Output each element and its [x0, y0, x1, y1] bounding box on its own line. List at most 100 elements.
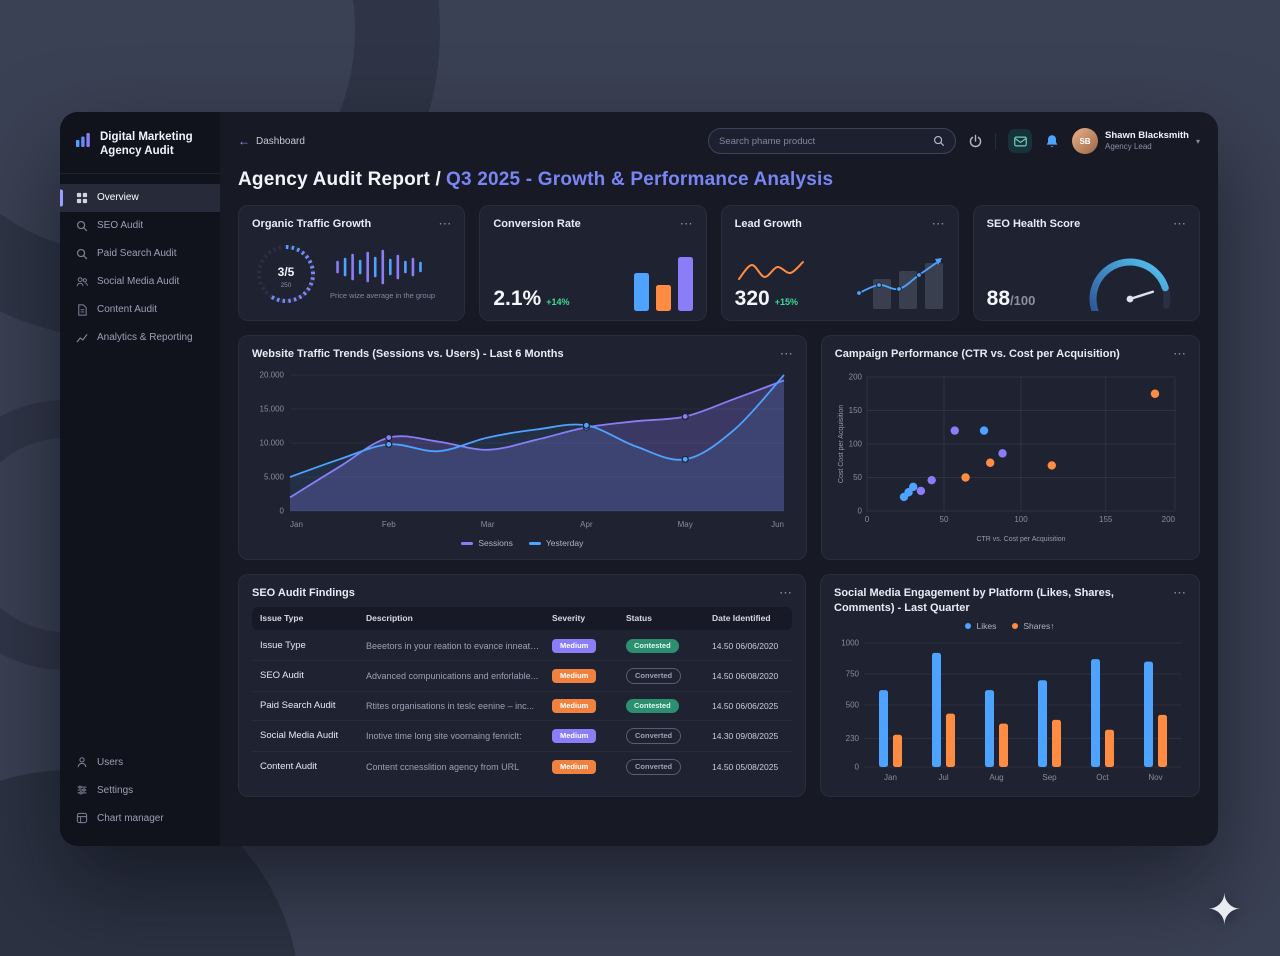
sidebar-footer-nav: Users Settings Chart manager	[60, 748, 220, 832]
status-badge: Converted	[626, 727, 682, 744]
svg-text:Mar: Mar	[481, 520, 495, 529]
panel-title: Website Traffic Trends (Sessions vs. Use…	[252, 348, 564, 360]
bell-icon[interactable]	[1044, 133, 1060, 150]
power-icon[interactable]	[968, 134, 983, 149]
top-bar: ← Dashboard	[238, 125, 1200, 157]
table-row[interactable]: Social Media Audit Inotive time long site…	[252, 721, 792, 752]
svg-text:0: 0	[865, 515, 870, 524]
table-row[interactable]: Paid Search Audit Rtites organisations in…	[252, 692, 792, 721]
top-bar-actions: SB Shawn Blacksmith Agency Lead ▾	[708, 128, 1200, 154]
svg-text:100: 100	[1014, 515, 1028, 524]
seo-health-gauge	[1074, 241, 1186, 312]
sidebar-item-chart-manager[interactable]: Chart manager	[60, 804, 220, 832]
column-header-issue-type[interactable]: Issue Type	[260, 613, 304, 624]
kpi-value-row: 2.1% +14%	[493, 287, 569, 311]
svg-text:0: 0	[280, 507, 285, 516]
column-header-date-identified[interactable]: Date Identified	[712, 613, 771, 624]
cell-status: Converted	[626, 758, 712, 775]
cell-severity: Medium	[552, 668, 626, 683]
cell-issue-type: SEO Audit	[260, 670, 304, 682]
table-row[interactable]: Content Audit Content ccnesslition agency…	[252, 752, 792, 782]
chevron-down-icon[interactable]: ▾	[1195, 136, 1200, 146]
kpi-left: 320 +15%	[735, 257, 807, 311]
kpi-title: SEO Health Score	[986, 218, 1081, 230]
cell-issue-type: Content Audit	[260, 761, 318, 773]
sidebar-item-users[interactable]: Users	[60, 748, 220, 776]
kpi-value-row: 320 +15%	[735, 287, 807, 311]
user-menu[interactable]: SB Shawn Blacksmith Agency Lead ▾	[1072, 128, 1200, 154]
sidebar-item-content-audit[interactable]: Content Audit	[60, 296, 220, 324]
campaign-performance-card: Campaign Performance (CTR vs. Cost per A…	[820, 335, 1200, 561]
column-header-severity[interactable]: Severity	[552, 613, 586, 624]
kpi-title: Organic Traffic Growth	[252, 218, 372, 230]
sidebar-item-seo-audit[interactable]: SEO Audit	[60, 212, 220, 240]
kpi-body: 3/5 250 Price wize average in the group	[252, 237, 451, 311]
legend-item-likes[interactable]: Likes	[965, 621, 996, 631]
mail-icon[interactable]	[1008, 129, 1033, 153]
column-header-status[interactable]: Status	[626, 613, 652, 624]
lead-combo-chart	[817, 247, 945, 311]
kpi-delta: +14%	[546, 297, 570, 308]
cell-description: Advanced compunications and enforlable..…	[366, 670, 539, 681]
legend-label: Shares↑	[1023, 620, 1055, 631]
more-icon[interactable]: ⋯	[1173, 585, 1186, 601]
sidebar: Digital Marketing Agency Audit Overview S…	[60, 112, 220, 846]
cell-description: Content ccnesslition agency from URL	[366, 761, 520, 772]
traffic-sparkline	[330, 247, 435, 287]
sidebar-item-overview[interactable]: Overview	[60, 183, 220, 212]
more-icon[interactable]: ⋯	[679, 216, 693, 231]
campaign_performance-svg: 0 50 100 155 200 0 50 100 150 200 CTR vs. Cost per…	[838, 373, 1176, 544]
card-header: Campaign Performance (CTR vs. Cost per A…	[835, 347, 1186, 361]
more-icon[interactable]: ⋯	[779, 346, 793, 361]
traffic-legend: Sessions Yesterday	[252, 538, 793, 548]
more-icon[interactable]: ⋯	[779, 585, 792, 601]
table-row[interactable]: Issue Type Beeetors in your reation to ev…	[252, 632, 792, 661]
legend-label: Yesterday	[545, 538, 584, 549]
sparkle-icon: ✦	[1206, 886, 1242, 933]
box-icon	[76, 812, 88, 824]
kpi-card-conversion-rate: Conversion Rate ⋯ 2.1% +14%	[479, 205, 707, 321]
sidebar-item-analytics-reporting[interactable]: Analytics & Reporting	[60, 324, 220, 352]
svg-text:50: 50	[853, 473, 862, 482]
sidebar-item-paid-search-audit[interactable]: Paid Search Audit	[60, 240, 220, 268]
settings-icon	[76, 784, 88, 796]
table-row[interactable]: SEO Audit Advanced compunications and enf…	[252, 661, 792, 692]
seo-findings-card: SEO Audit Findings ⋯ Issue Type Descripti…	[238, 574, 806, 797]
card-header: Social Media Engagement by Platform (Lik…	[834, 586, 1186, 615]
breadcrumb[interactable]: ← Dashboard	[238, 134, 305, 148]
kpi-body: 2.1% +14%	[493, 237, 693, 312]
more-icon[interactable]: ⋯	[1172, 216, 1186, 231]
legend-item-sessions[interactable]: Sessions	[461, 538, 513, 548]
social_engagement-svg: 0 230 500 750 1000 Jan Jul Aug Sep Oct Nov	[841, 638, 1182, 782]
svg-text:Jul: Jul	[938, 773, 948, 782]
legend-marker	[461, 542, 474, 545]
user-meta: Shawn Blacksmith Agency Lead	[1105, 130, 1189, 152]
card-header: SEO Audit Findings ⋯	[252, 586, 792, 600]
search-box[interactable]	[708, 128, 957, 154]
bottom-row: SEO Audit Findings ⋯ Issue Type Descripti…	[238, 574, 1200, 797]
cell-issue-type: Social Media Audit	[260, 730, 339, 742]
column-header-description[interactable]: Description	[366, 613, 413, 624]
more-icon[interactable]: ⋯	[438, 216, 452, 231]
legend-item-shares[interactable]: Shares↑	[1012, 620, 1055, 631]
sidebar-item-label: Analytics & Reporting	[97, 332, 193, 344]
legend-label: Sessions	[478, 538, 513, 549]
brand-logo-icon	[74, 131, 92, 149]
avatar[interactable]: SB	[1072, 128, 1099, 154]
kpi-body: 320 +15%	[735, 237, 945, 311]
kpi-card-lead-growth: Lead Growth ⋯ 320 +15%	[720, 205, 959, 321]
sidebar-item-settings[interactable]: Settings	[60, 776, 220, 804]
sidebar-item-social-media-audit[interactable]: Social Media Audit	[60, 268, 220, 296]
search-icon[interactable]	[933, 135, 945, 147]
breadcrumb-label[interactable]: Dashboard	[256, 135, 305, 147]
kpi-value-suffix: /100	[1010, 293, 1036, 309]
svg-text:Jun: Jun	[771, 520, 784, 529]
legend-item-yesterday[interactable]: Yesterday	[528, 538, 584, 549]
more-icon[interactable]: ⋯	[1173, 346, 1186, 361]
traffic-trends-chart: 0 5.000 10.000 15.000 20.000 Jan Feb Mar Apr May J…	[252, 367, 793, 535]
back-arrow-icon[interactable]: ←	[238, 134, 250, 148]
search-input[interactable]	[719, 135, 928, 147]
more-icon[interactable]: ⋯	[931, 216, 945, 231]
cell-date-identified: 14.50 06/06/2025	[712, 700, 779, 711]
